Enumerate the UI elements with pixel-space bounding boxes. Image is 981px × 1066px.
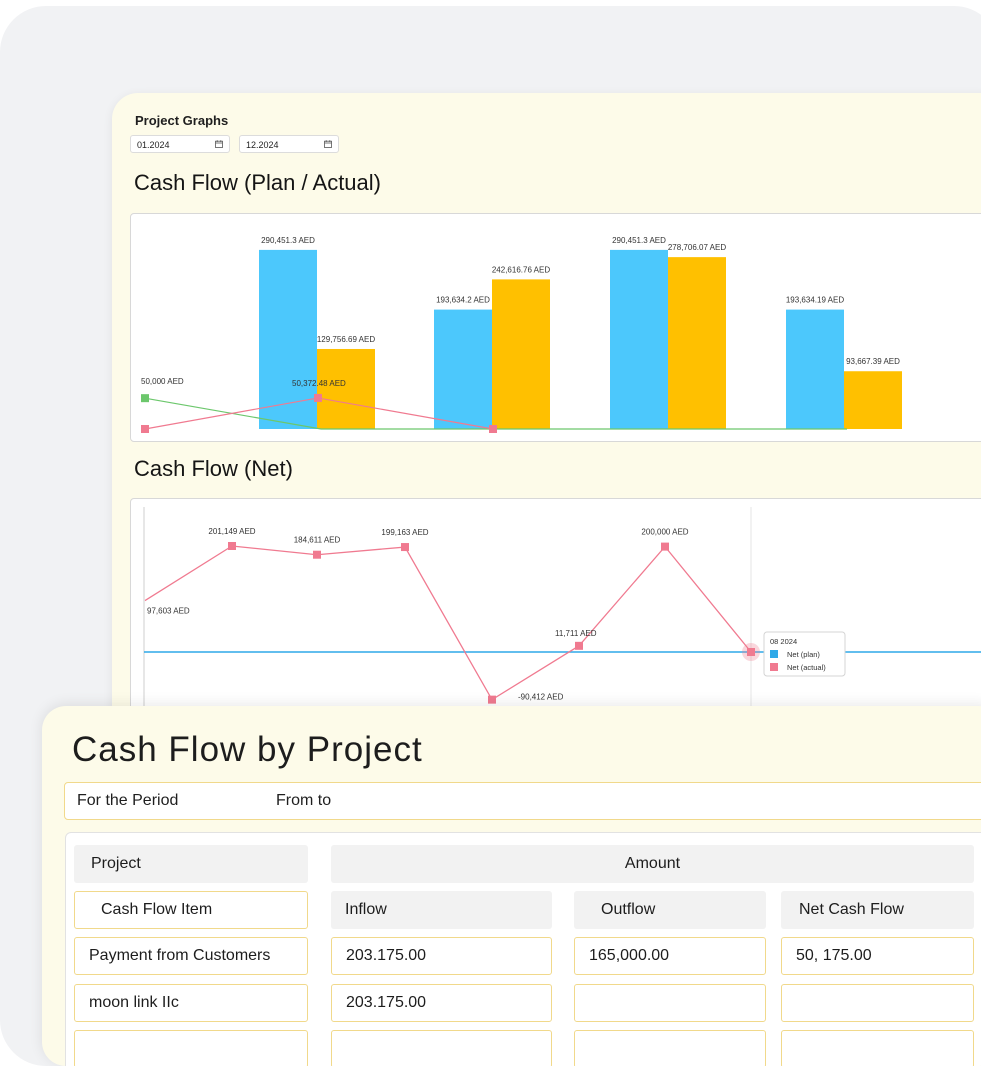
date-to-input[interactable]: 12.2024 <box>239 135 339 153</box>
bar-label: 278,706.07 AED <box>668 243 726 252</box>
row-outflow[interactable] <box>574 984 766 1022</box>
date-to-value: 12.2024 <box>246 140 279 150</box>
bar-label: 290,451.3 AED <box>261 236 315 245</box>
legend-swatch <box>770 650 778 658</box>
data-point <box>313 550 321 559</box>
report-title: Cash Flow by Project <box>72 730 423 769</box>
data-point <box>401 543 409 552</box>
row-net[interactable] <box>781 1030 974 1066</box>
project-graphs-card: Project Graphs 01.2024 12.2024 Cash Flow… <box>112 93 981 733</box>
row-name: Payment from Customers <box>74 937 308 975</box>
legend-label: Net (plan) <box>787 650 820 659</box>
cash-flow-report-card: Cash Flow by Project For the Period From… <box>42 706 981 1066</box>
row-outflow[interactable]: 165,000.00 <box>574 937 766 975</box>
bar <box>844 371 902 429</box>
tooltip-title: 08 2024 <box>770 637 797 646</box>
point-label: 199,163 AED <box>381 528 428 537</box>
net-actual-line <box>144 545 752 701</box>
data-point <box>747 648 755 656</box>
report-table: Project Amount Cash Flow Item Inflow Out… <box>65 832 981 1066</box>
chart-tooltip: 08 2024 Net (plan) Net (actual) <box>763 631 846 677</box>
row-name: moon link IIc <box>74 984 308 1022</box>
point-label: 97,603 AED <box>147 607 190 616</box>
bar <box>317 348 375 429</box>
row-inflow[interactable] <box>331 1030 552 1066</box>
data-point <box>141 394 149 403</box>
calendar-icon <box>215 140 223 148</box>
data-point <box>228 542 236 550</box>
row-inflow[interactable]: 203.175.00 <box>331 984 552 1022</box>
bar-label: 93,667.39 AED <box>846 357 900 366</box>
net-chart-title: Cash Flow (Net) <box>134 456 293 481</box>
bar <box>259 249 317 429</box>
point-label: 184,611 AED <box>294 536 341 545</box>
plan-actual-chart: 290,451.3 AED 193,634.2 AED 290,451.3 AED 1… <box>141 236 902 433</box>
header-amount: Amount <box>331 845 974 883</box>
tooltip-box <box>763 631 846 677</box>
calendar-icon <box>324 140 332 148</box>
net-chart: 97,603 AED 201,149 AED 184,611 AED 199,163 … <box>143 507 981 733</box>
legend-swatch <box>770 663 778 671</box>
point-label: 50,372.48 AED <box>292 379 346 388</box>
period-range: From to <box>276 792 332 809</box>
point-label: 50,000 AED <box>141 377 184 386</box>
data-point <box>314 393 322 402</box>
date-from-value: 01.2024 <box>137 140 170 150</box>
legend-label: Net (actual) <box>787 663 826 672</box>
bar <box>492 279 550 429</box>
bar-label: 193,634.19 AED <box>786 296 844 305</box>
point-label: 201,149 AED <box>208 527 255 536</box>
header-cash-flow-item: Cash Flow Item <box>74 891 308 929</box>
bar <box>434 309 492 429</box>
data-point <box>488 695 496 704</box>
row-outflow[interactable] <box>574 1030 766 1066</box>
date-from-input[interactable]: 01.2024 <box>130 135 230 153</box>
data-point <box>575 641 583 650</box>
row-name <box>74 1030 308 1066</box>
point-label: 11,711 AED <box>555 629 597 638</box>
data-point <box>141 425 149 433</box>
bar-label: 129,756.69 AED <box>317 335 375 344</box>
bar <box>786 309 844 429</box>
plan-actual-chart-title: Cash Flow (Plan / Actual) <box>134 170 381 195</box>
data-point <box>661 542 669 551</box>
plan-actual-chart-box: 290,451.3 AED 193,634.2 AED 290,451.3 AED 1… <box>130 213 981 442</box>
header-inflow: Inflow <box>331 891 552 929</box>
bar <box>610 249 668 429</box>
row-net[interactable] <box>781 984 974 1022</box>
period-filter[interactable]: For the Period From to <box>64 782 981 820</box>
net-chart-box: 97,603 AED 201,149 AED 184,611 AED 199,163 … <box>130 498 981 733</box>
project-graphs-title: Project Graphs <box>135 113 229 128</box>
bar <box>668 257 726 429</box>
row-net[interactable]: 50, 175.00 <box>781 937 974 975</box>
bar-label: 193,634.2 AED <box>436 296 490 305</box>
header-net-cash-flow: Net Cash Flow <box>781 891 974 929</box>
header-project: Project <box>74 845 308 883</box>
header-outflow: Outflow <box>574 891 766 929</box>
row-inflow[interactable]: 203.175.00 <box>331 937 552 975</box>
bar-label: 290,451.3 AED <box>612 236 666 245</box>
point-label: 200,000 AED <box>641 528 688 537</box>
point-label: -90,412 AED <box>518 693 564 702</box>
period-label: For the Period <box>77 792 179 809</box>
data-point <box>489 425 497 433</box>
bar-label: 242,616.76 AED <box>492 265 550 274</box>
